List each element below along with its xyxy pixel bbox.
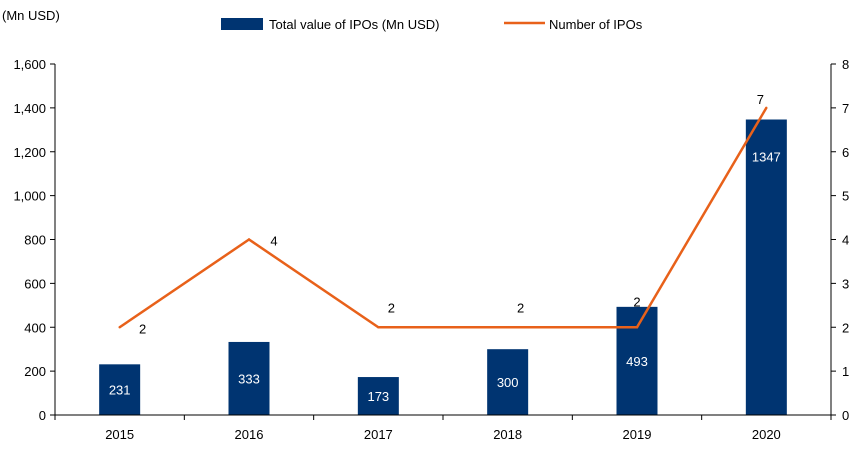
bar-label-2019: 493 [626,354,648,369]
bar-label-2017: 173 [367,389,389,404]
right-tick-label: 6 [842,145,849,160]
bar-label-2015: 231 [109,383,131,398]
left-tick-label: 600 [24,276,46,291]
right-tick-label: 7 [842,101,849,116]
left-tick-label: 0 [39,408,46,423]
line-label-2017: 2 [388,300,395,315]
line-label-2019: 2 [633,294,640,309]
x-tick-label-2017: 2017 [364,427,393,442]
bar-2017 [357,377,399,415]
right-tick-label: 5 [842,189,849,204]
left-tick-label: 400 [24,320,46,335]
right-tick-label: 4 [842,233,849,248]
legend-swatch-ipo-value [221,18,263,30]
line-label-2016: 4 [270,234,277,249]
right-tick-label: 8 [842,57,849,72]
legend: Total value of IPOs (Mn USD) Number of IP… [221,17,643,32]
point-2015 [118,326,121,329]
bar-label-2016: 333 [238,371,260,386]
x-tick-label-2019: 2019 [623,427,652,442]
left-tick-label: 1,400 [13,101,46,116]
left-tick-label: 1,200 [13,145,46,160]
left-tick-label: 1,600 [13,57,46,72]
bar-label-2018: 300 [497,375,519,390]
left-tick-label: 1,000 [13,189,46,204]
legend-label-ipo-count: Number of IPOs [549,17,643,32]
x-tick-label-2016: 2016 [235,427,264,442]
x-tick-label-2015: 2015 [105,427,134,442]
right-tick-label: 3 [842,276,849,291]
x-tick-label-2018: 2018 [493,427,522,442]
legend-label-ipo-value: Total value of IPOs (Mn USD) [269,17,440,32]
left-tick-label: 800 [24,233,46,248]
line-ipo-count [118,107,768,329]
bar-series: 231 333 173 300 493 1347 [99,119,787,415]
bar-2020 [745,119,787,415]
right-tick-label: 0 [842,408,849,423]
point-2020 [765,106,768,110]
point-2018 [506,326,509,329]
line-label-2015: 2 [139,321,146,336]
line-label-2018: 2 [517,300,524,315]
left-axis-unit-label: (Mn USD) [2,8,60,23]
line-label-2020: 7 [757,92,764,107]
bar-2018 [487,349,529,415]
point-2016 [247,238,251,241]
bar-2015 [99,364,141,415]
line-series: 2 4 2 2 2 7 [118,92,768,336]
x-tick-label-2020: 2020 [752,427,781,442]
right-tick-label: 2 [842,320,849,335]
point-2019 [635,326,639,329]
right-tick-label: 1 [842,364,849,379]
point-2017 [377,326,380,329]
bar-2016 [228,341,270,415]
axes: 0 200 400 600 800 1,000 1,200 1,400 1,600 0 1 2 3 4 5 6… [13,57,849,442]
left-tick-label: 200 [24,364,46,379]
bar-label-2020: 1347 [752,150,781,165]
